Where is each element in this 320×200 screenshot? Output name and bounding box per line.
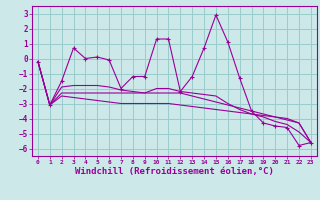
X-axis label: Windchill (Refroidissement éolien,°C): Windchill (Refroidissement éolien,°C) — [75, 167, 274, 176]
